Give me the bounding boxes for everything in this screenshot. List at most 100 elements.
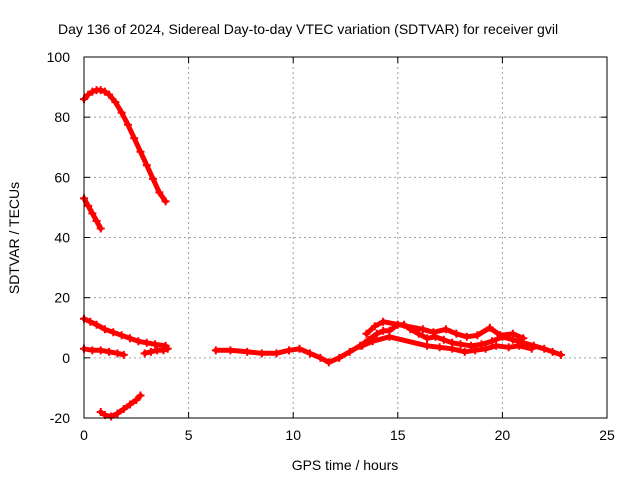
- data-point: [96, 407, 105, 416]
- data-point: [448, 344, 457, 353]
- data-point: [84, 90, 93, 99]
- data-point: [149, 174, 158, 183]
- data-point: [111, 98, 120, 107]
- data-point: [504, 343, 513, 352]
- data-point: [362, 329, 371, 338]
- x-axis-label: GPS time / hours: [292, 457, 399, 473]
- data-point: [435, 343, 444, 352]
- data-point: [496, 331, 505, 340]
- data-point: [379, 317, 388, 326]
- data-point: [471, 346, 480, 355]
- data-point: [163, 344, 172, 353]
- data-point: [487, 337, 496, 346]
- data-point: [548, 347, 557, 356]
- data-point: [527, 344, 536, 353]
- data-point: [88, 346, 97, 355]
- data-point: [295, 344, 304, 353]
- data-point: [485, 323, 494, 332]
- data-point: [134, 337, 143, 346]
- data-point: [368, 337, 377, 346]
- data-point: [556, 350, 565, 359]
- data-point: [429, 328, 438, 337]
- data-point: [441, 325, 450, 334]
- data-point: [257, 349, 266, 358]
- data-point: [113, 409, 122, 418]
- data-point: [88, 209, 97, 218]
- y-tick-label: 40: [54, 230, 70, 246]
- data-point: [119, 350, 128, 359]
- chart-title: Day 136 of 2024, Sidereal Day-to-day VTE…: [58, 21, 558, 37]
- data-point: [136, 391, 145, 400]
- data-point: [109, 328, 118, 337]
- y-tick-label: 80: [54, 109, 70, 125]
- data-point: [508, 329, 517, 338]
- data-point: [123, 120, 132, 129]
- data-point: [519, 334, 528, 343]
- data-point: [142, 338, 151, 347]
- y-tick-label: 100: [47, 49, 71, 65]
- data-point: [117, 108, 126, 117]
- data-point: [119, 404, 128, 413]
- data-point: [423, 341, 432, 350]
- data-point: [460, 347, 469, 356]
- data-point: [316, 353, 325, 362]
- data-point: [324, 358, 333, 367]
- data-point: [151, 340, 160, 349]
- data-point: [159, 346, 168, 355]
- data-point: [243, 347, 252, 356]
- data-point: [155, 188, 164, 197]
- data-point: [272, 349, 281, 358]
- data-point: [456, 340, 465, 349]
- data-point: [126, 334, 135, 343]
- data-point: [370, 322, 379, 331]
- data-point: [113, 349, 122, 358]
- data-point: [492, 341, 501, 350]
- data-point: [335, 353, 344, 362]
- data-point: [132, 395, 141, 404]
- y-tick-label: 60: [54, 169, 70, 185]
- y-tick-label: 20: [54, 290, 70, 306]
- data-point: [161, 197, 170, 206]
- data-point: [372, 329, 381, 338]
- data-point: [100, 87, 109, 96]
- data-point: [462, 332, 471, 341]
- data-point: [105, 90, 114, 99]
- grid-lines: [84, 57, 607, 418]
- data-point: [105, 347, 114, 356]
- data-point: [285, 346, 294, 355]
- data-point: [107, 412, 116, 421]
- data-point: [96, 224, 105, 233]
- data-point: [515, 341, 524, 350]
- data-point: [84, 201, 93, 210]
- x-tick-label: 25: [599, 427, 615, 443]
- x-tick-label: 0: [80, 427, 88, 443]
- data-point: [130, 134, 139, 143]
- data-point: [96, 86, 105, 95]
- data-point: [226, 346, 235, 355]
- data-point: [96, 346, 105, 355]
- x-tick-label: 20: [495, 427, 511, 443]
- y-tick-label: 0: [62, 350, 70, 366]
- data-point: [88, 87, 97, 96]
- y-tick-label: -20: [50, 410, 70, 426]
- data-point: [142, 161, 151, 170]
- data-point: [86, 317, 95, 326]
- data-point: [452, 329, 461, 338]
- data-point: [414, 329, 423, 338]
- x-tick-label: 15: [390, 427, 406, 443]
- data-point: [92, 320, 101, 329]
- data-point: [100, 325, 109, 334]
- data-points: [80, 86, 565, 421]
- data-point: [358, 341, 367, 350]
- data-point: [439, 335, 448, 344]
- data-point: [117, 331, 126, 340]
- data-point: [211, 346, 220, 355]
- axis-ticks: 0 5 10 15 20 25 -20 0 20 40 60 80 100: [47, 49, 615, 443]
- x-tick-label: 5: [185, 427, 193, 443]
- data-point: [92, 216, 101, 225]
- data-point: [305, 349, 314, 358]
- data-point: [345, 347, 354, 356]
- data-point: [540, 344, 549, 353]
